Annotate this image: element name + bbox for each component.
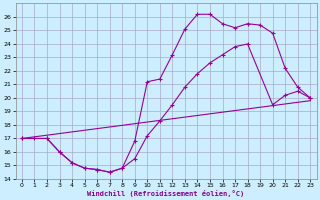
X-axis label: Windchill (Refroidissement éolien,°C): Windchill (Refroidissement éolien,°C) [87, 190, 245, 197]
